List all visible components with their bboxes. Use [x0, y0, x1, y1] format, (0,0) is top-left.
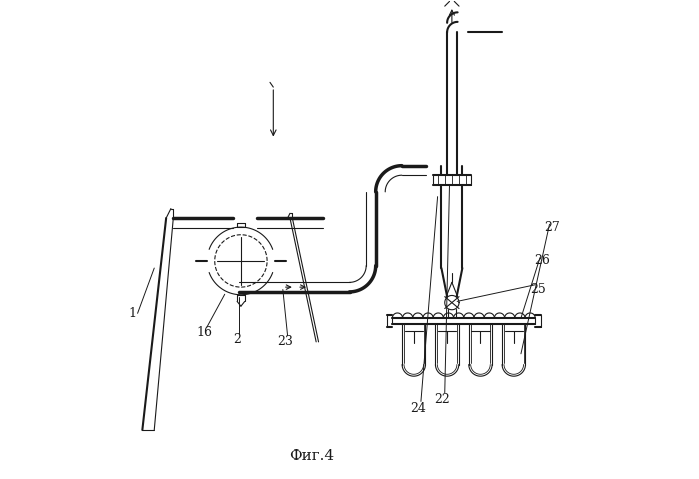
Text: 2: 2 [233, 333, 242, 346]
Text: 25: 25 [530, 283, 545, 296]
Text: 24: 24 [410, 402, 426, 415]
Text: 1: 1 [129, 307, 137, 320]
Text: 16: 16 [196, 326, 212, 339]
Text: 26: 26 [535, 254, 550, 267]
Text: 27: 27 [544, 221, 560, 234]
Text: 22: 22 [435, 392, 450, 406]
Text: 23: 23 [278, 335, 293, 348]
Text: Фиг.4: Фиг.4 [289, 449, 334, 463]
